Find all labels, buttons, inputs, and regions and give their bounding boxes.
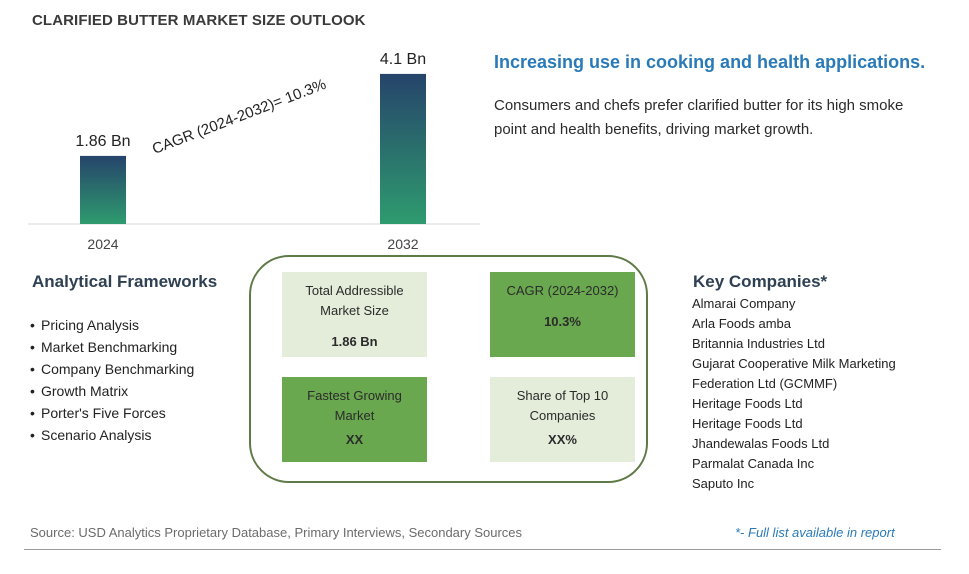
metric-label: Total Addressible Market Size <box>305 283 404 318</box>
list-item: Jhandewalas Foods Ltd <box>692 436 830 451</box>
x-tick-label: 2024 <box>87 236 118 252</box>
metric-value: XX% <box>548 432 577 447</box>
page-title: CLARIFIED BUTTER MARKET SIZE OUTLOOK <box>32 12 366 29</box>
metric-tam: Total Addressible Market Size 1.86 Bn <box>282 272 427 357</box>
list-item: Arla Foods amba <box>692 316 791 331</box>
bar-2024 <box>80 155 126 224</box>
bullet-icon: • <box>30 383 35 399</box>
x-tick-label: 2032 <box>387 236 418 252</box>
metric-value: 1.86 Bn <box>331 334 378 349</box>
list-item: Parmalat Canada Inc <box>692 456 815 471</box>
list-item: • Scenario Analysis <box>30 424 194 446</box>
bullet-icon: • <box>30 427 35 443</box>
data-label: 1.86 Bn <box>75 133 130 150</box>
metric-label: CAGR (2024-2032) <box>506 283 619 298</box>
divider <box>24 549 941 550</box>
list-item: Federation Ltd (GCMMF) <box>692 376 838 391</box>
list-item: • Market Benchmarking <box>30 336 194 358</box>
list-item: Britannia Industries Ltd <box>692 336 825 351</box>
metric-value: XX <box>345 432 364 447</box>
list-item: Saputo Inc <box>692 476 755 491</box>
frameworks-list: • Pricing Analysis • Market Benchmarking •… <box>30 314 194 446</box>
market-size-bar-chart: 1.86 Bn 2024 4.1 Bn 2032 <box>28 51 480 252</box>
metrics-panel: Total Addressible Market Size 1.86 Bn CA… <box>249 255 648 483</box>
bullet-icon: • <box>30 317 35 333</box>
list-item: • Growth Matrix <box>30 380 194 402</box>
data-label: 4.1 Bn <box>380 51 426 68</box>
list-item: • Company Benchmarking <box>30 358 194 380</box>
metric-top10-share: Share of Top 10 Companies XX% <box>490 377 635 462</box>
source-note: Source: USD Analytics Proprietary Databa… <box>30 525 523 540</box>
key-companies-list: Almarai Company Arla Foods amba Britanni… <box>692 294 962 494</box>
metric-label: Fastest Growing Market <box>307 388 402 423</box>
bullet-icon: • <box>30 405 35 421</box>
list-item: Gujarat Cooperative Milk Marketing <box>692 356 896 371</box>
list-item: Almarai Company <box>692 296 796 311</box>
list-item: Heritage Foods Ltd <box>692 416 803 431</box>
metric-fastest-growing: Fastest Growing Market XX <box>282 377 427 462</box>
headline: Increasing use in cooking and health app… <box>494 52 926 72</box>
metric-cagr: CAGR (2024-2032) 10.3% <box>490 272 635 357</box>
list-item: • Porter's Five Forces <box>30 402 194 424</box>
metric-label: Share of Top 10 Companies <box>516 388 609 423</box>
bullet-icon: • <box>30 339 35 355</box>
list-item: • Pricing Analysis <box>30 314 194 336</box>
bullet-icon: • <box>30 361 35 377</box>
metric-value: 10.3% <box>544 314 581 329</box>
key-companies-title: Key Companies* <box>693 272 828 291</box>
frameworks-title: Analytical Frameworks <box>32 272 218 291</box>
summary-text: Consumers and chefs prefer clarified but… <box>494 97 904 138</box>
bar-2032 <box>380 73 426 225</box>
footnote: *- Full list available in report <box>735 525 895 540</box>
list-item: Heritage Foods Ltd <box>692 396 803 411</box>
